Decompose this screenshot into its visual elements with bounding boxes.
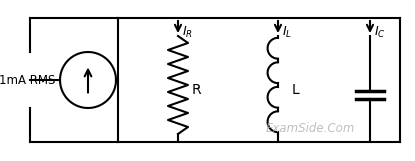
Text: L: L [292, 83, 300, 97]
Text: ExamSide.Com: ExamSide.Com [265, 122, 355, 134]
Text: $I_R$: $I_R$ [182, 24, 193, 40]
Text: $I_L$: $I_L$ [282, 24, 292, 40]
Text: 1mA RMS: 1mA RMS [0, 74, 55, 86]
Text: R: R [192, 83, 202, 97]
Text: $I_C$: $I_C$ [374, 24, 386, 40]
